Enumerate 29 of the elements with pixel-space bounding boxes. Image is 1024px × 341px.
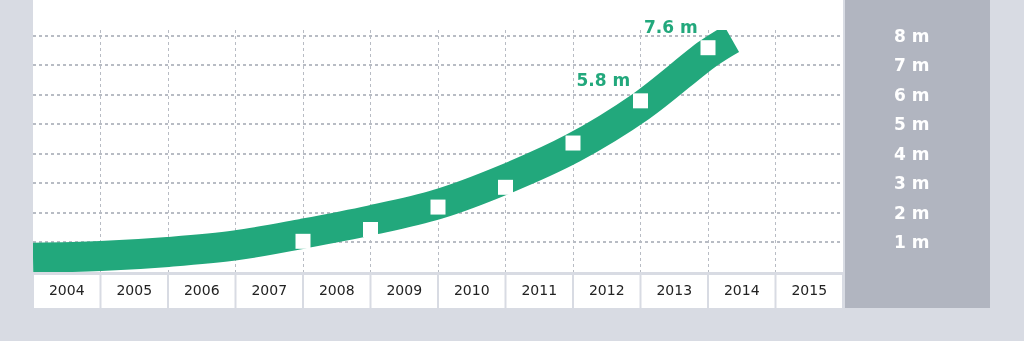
y-tick-label: 6 m	[894, 84, 930, 105]
data-label: 5.8 m	[576, 70, 631, 91]
x-tick-label: 2013	[656, 282, 693, 298]
x-tick-label: 2009	[386, 282, 423, 298]
point	[498, 179, 513, 195]
y-tick-label: 1 m	[894, 232, 930, 253]
y-tick-label: 3 m	[894, 173, 930, 194]
y-tick-label: 7 m	[894, 55, 930, 76]
x-tick-label: 2011	[521, 282, 558, 298]
x-tick-label: 2008	[318, 282, 355, 298]
x-tick-label: 2005	[116, 282, 153, 298]
y-tick-label: 8 m	[894, 25, 930, 46]
data-label: 7.6 m	[643, 17, 698, 38]
x-tick-label: 2004	[48, 282, 85, 298]
y-tick-label: 2 m	[894, 202, 930, 223]
point	[295, 233, 311, 249]
point	[363, 222, 378, 237]
y-tick-label: 5 m	[894, 114, 930, 135]
x-tick-label: 2014	[723, 282, 760, 298]
point	[430, 199, 446, 215]
x-tick-label: 2015	[791, 282, 828, 298]
point	[565, 135, 581, 151]
x-tick-label: 2010	[453, 282, 490, 298]
x-tick-label: 2006	[183, 282, 220, 298]
y-tick-label: 4 m	[894, 143, 930, 164]
x-tick-label: 2012	[588, 282, 625, 298]
point	[633, 93, 648, 109]
point	[700, 40, 716, 56]
x-tick-label: 2007	[251, 282, 288, 298]
